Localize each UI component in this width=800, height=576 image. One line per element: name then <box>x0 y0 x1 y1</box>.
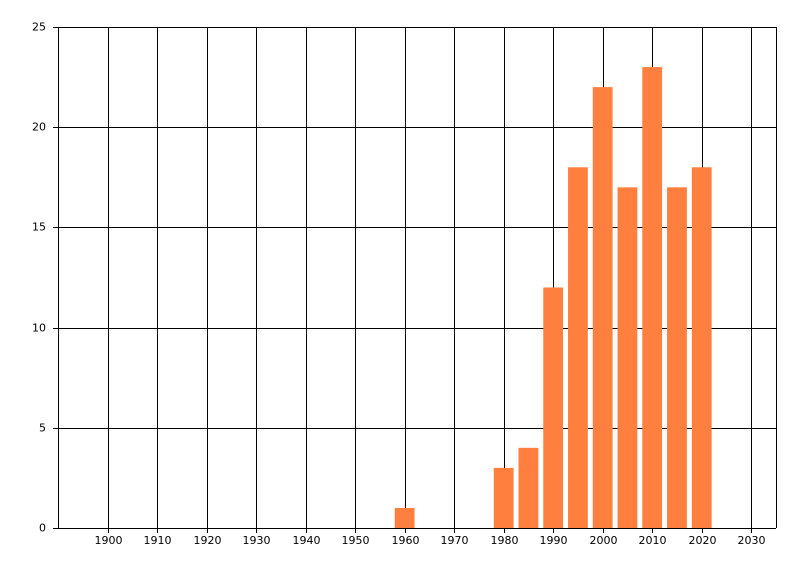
y-tick-label: 15 <box>32 221 46 234</box>
x-tick-label: 2020 <box>689 534 717 547</box>
x-tick-label: 1950 <box>342 534 370 547</box>
x-tick-label: 1910 <box>144 534 172 547</box>
bar <box>642 67 663 528</box>
bar <box>592 87 613 529</box>
x-tick-label: 1900 <box>95 534 123 547</box>
y-tick-label: 20 <box>32 121 46 134</box>
bar <box>617 187 638 528</box>
y-tick-label: 25 <box>32 21 46 34</box>
x-tick-label: 2010 <box>639 534 667 547</box>
bar <box>518 447 539 528</box>
bar <box>667 187 687 528</box>
x-tick-label: 1960 <box>392 534 420 547</box>
x-tick-label: 1930 <box>243 534 271 547</box>
x-tick-label: 1920 <box>194 534 222 547</box>
bar <box>394 507 415 528</box>
y-tick-label: 10 <box>32 322 46 335</box>
x-tick-label: 2030 <box>738 534 766 547</box>
bar <box>543 287 564 528</box>
x-tick-label: 1940 <box>293 534 321 547</box>
bar <box>568 167 588 528</box>
y-tick-label: 0 <box>39 522 46 535</box>
x-tick-label: 2000 <box>590 534 618 547</box>
x-tick-label: 1980 <box>491 534 519 547</box>
bar <box>691 167 712 528</box>
bar <box>493 467 514 528</box>
y-tick-label: 5 <box>39 422 46 435</box>
x-tick-label: 1990 <box>540 534 568 547</box>
x-tick-label: 1970 <box>441 534 469 547</box>
